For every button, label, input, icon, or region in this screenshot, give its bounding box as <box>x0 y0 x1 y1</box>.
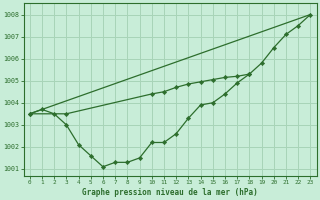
X-axis label: Graphe pression niveau de la mer (hPa): Graphe pression niveau de la mer (hPa) <box>82 188 258 197</box>
